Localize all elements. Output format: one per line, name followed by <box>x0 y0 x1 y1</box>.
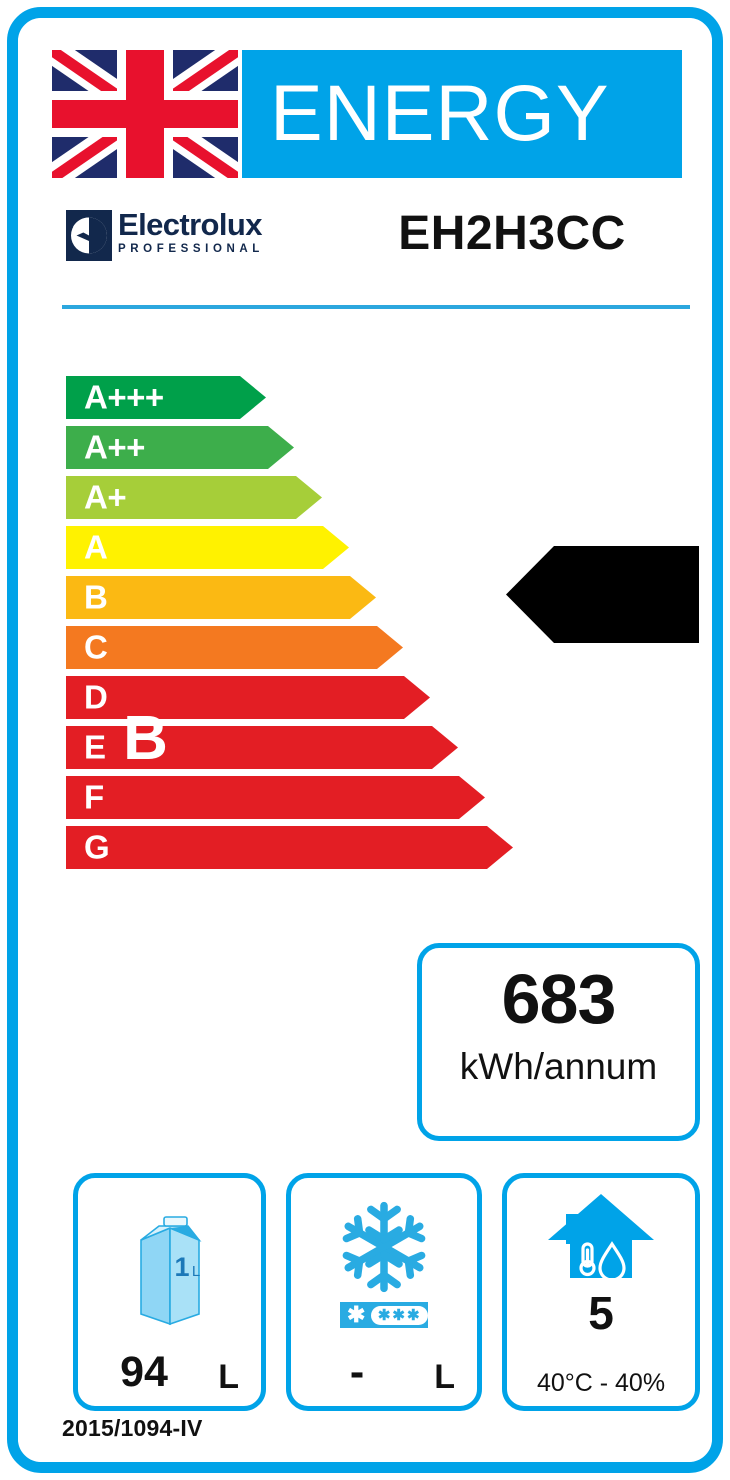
brand-subtitle: PROFESSIONAL <box>118 243 264 255</box>
scale-bar-label: A++ <box>84 428 145 466</box>
regulation-reference: 2015/1094-IV <box>62 1415 203 1441</box>
star-badge-triple-icon: ✱✱✱ <box>371 1305 428 1325</box>
electrolux-logo-mark-icon <box>66 210 112 261</box>
energy-title-bar: ENERGY <box>242 50 682 178</box>
scale-bar-body <box>66 776 485 819</box>
scale-bar: D <box>66 676 486 719</box>
energy-class-arrow <box>506 546 699 643</box>
brand-name: Electrolux <box>118 207 262 242</box>
header-divider <box>62 305 690 309</box>
scale-bar-body <box>66 376 266 419</box>
scale-bar: C <box>66 626 486 669</box>
scale-bar-label: G <box>84 828 110 866</box>
freezer-volume-box: ✱ ✱✱✱ - L <box>286 1173 482 1411</box>
scale-bar-label: F <box>84 778 104 816</box>
scale-bar: B <box>66 576 486 619</box>
scale-bar: E <box>66 726 486 769</box>
scale-bar-label: A <box>84 528 108 566</box>
annual-consumption-box: 683 kWh/annum <box>417 943 700 1141</box>
fridge-values: 94 L <box>78 1342 261 1396</box>
fridge-volume-value: 94 <box>120 1348 168 1396</box>
star-badge-single-icon: ✱ <box>347 1302 366 1327</box>
scale-bar-body <box>66 676 430 719</box>
freezer-volume-value: - <box>349 1348 365 1396</box>
scale-bar-body <box>66 626 403 669</box>
annual-consumption-value: 683 <box>501 960 617 1038</box>
energy-title: ENERGY <box>270 67 610 157</box>
freezer-values: - L <box>291 1342 477 1396</box>
climate-class-range: 40°C - 40% <box>536 1369 666 1397</box>
freezer-icon-area: ✱ ✱✱✱ <box>291 1192 477 1332</box>
scale-bar: F <box>66 776 486 819</box>
scale-bar-body <box>66 476 322 519</box>
scale-bar: A++ <box>66 426 486 469</box>
scale-bar-label: E <box>84 728 106 766</box>
scale-bar-body <box>66 576 376 619</box>
milk-carton-icon: 1 L <box>133 1210 207 1332</box>
electrolux-logo-text: Electrolux PROFESSIONAL <box>118 209 264 256</box>
electrolux-logo: Electrolux PROFESSIONAL <box>66 209 271 266</box>
scale-bar-label: A+++ <box>84 378 164 416</box>
scale-bar-body <box>66 826 513 869</box>
energy-label-frame: ENERGY Electrolux PROFESSIONAL EH2H3CC A… <box>7 7 723 1473</box>
scale-bar-label: B <box>84 578 108 616</box>
scale-bar-label: C <box>84 628 108 666</box>
scale-bar: A+ <box>66 476 486 519</box>
svg-text:1: 1 <box>174 1252 189 1282</box>
scale-bar-body <box>66 726 458 769</box>
scale-bar: A+++ <box>66 376 486 419</box>
freezer-star-rating-badge: ✱ ✱✱✱ <box>340 1302 428 1328</box>
scale-bar-body <box>66 526 349 569</box>
snowflake-icon <box>337 1200 431 1294</box>
svg-text:L: L <box>191 1263 199 1280</box>
model-code: EH2H3CC <box>398 207 626 260</box>
freezer-volume-unit: L <box>434 1358 455 1396</box>
energy-class-letter: B <box>123 703 168 773</box>
scale-bar-body <box>66 426 294 469</box>
scale-bar-label: D <box>84 678 108 716</box>
scale-bar: G <box>66 826 513 869</box>
annual-consumption-unit: kWh/annum <box>459 1046 658 1087</box>
label-header: ENERGY <box>52 50 682 178</box>
uk-flag-icon <box>52 50 238 178</box>
brand-model-row: Electrolux PROFESSIONAL EH2H3CC <box>52 196 700 296</box>
scale-bar: A <box>66 526 486 569</box>
scale-bar-label: A+ <box>84 478 127 516</box>
climate-class-box: 5 40°C - 40% <box>502 1173 700 1411</box>
fridge-volume-unit: L <box>218 1358 239 1396</box>
energy-label-inner: ENERGY Electrolux PROFESSIONAL EH2H3CC A… <box>18 18 712 1462</box>
efficiency-scale: A+++ A++ A+ A B C D E <box>66 376 513 876</box>
climate-class-value: 5 <box>588 1287 614 1339</box>
fridge-icon-area: 1 L <box>78 1192 261 1332</box>
house-climate-icon <box>544 1188 658 1292</box>
fridge-volume-box: 1 L 94 L <box>73 1173 266 1411</box>
